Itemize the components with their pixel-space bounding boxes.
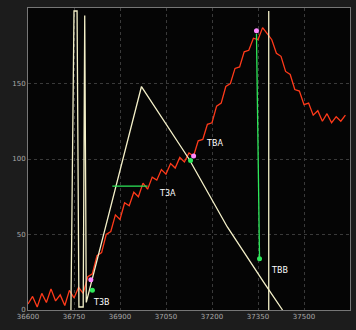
svg-text:T3B: T3B — [93, 298, 109, 307]
svg-text:T3A: T3A — [159, 189, 176, 198]
svg-text:50: 50 — [17, 231, 26, 239]
svg-text:37350: 37350 — [247, 313, 269, 321]
svg-text:36600: 36600 — [17, 313, 39, 321]
svg-text:0: 0 — [21, 306, 25, 314]
svg-text:TBB: TBB — [271, 266, 288, 275]
svg-text:37500: 37500 — [293, 313, 315, 321]
svg-text:100: 100 — [12, 155, 25, 163]
svg-text:150: 150 — [12, 80, 25, 88]
svg-text:37200: 37200 — [201, 313, 223, 321]
svg-text:36750: 36750 — [63, 313, 85, 321]
svg-text:37050: 37050 — [155, 313, 177, 321]
svg-text:36900: 36900 — [109, 313, 131, 321]
svg-text:TBA: TBA — [206, 139, 223, 148]
